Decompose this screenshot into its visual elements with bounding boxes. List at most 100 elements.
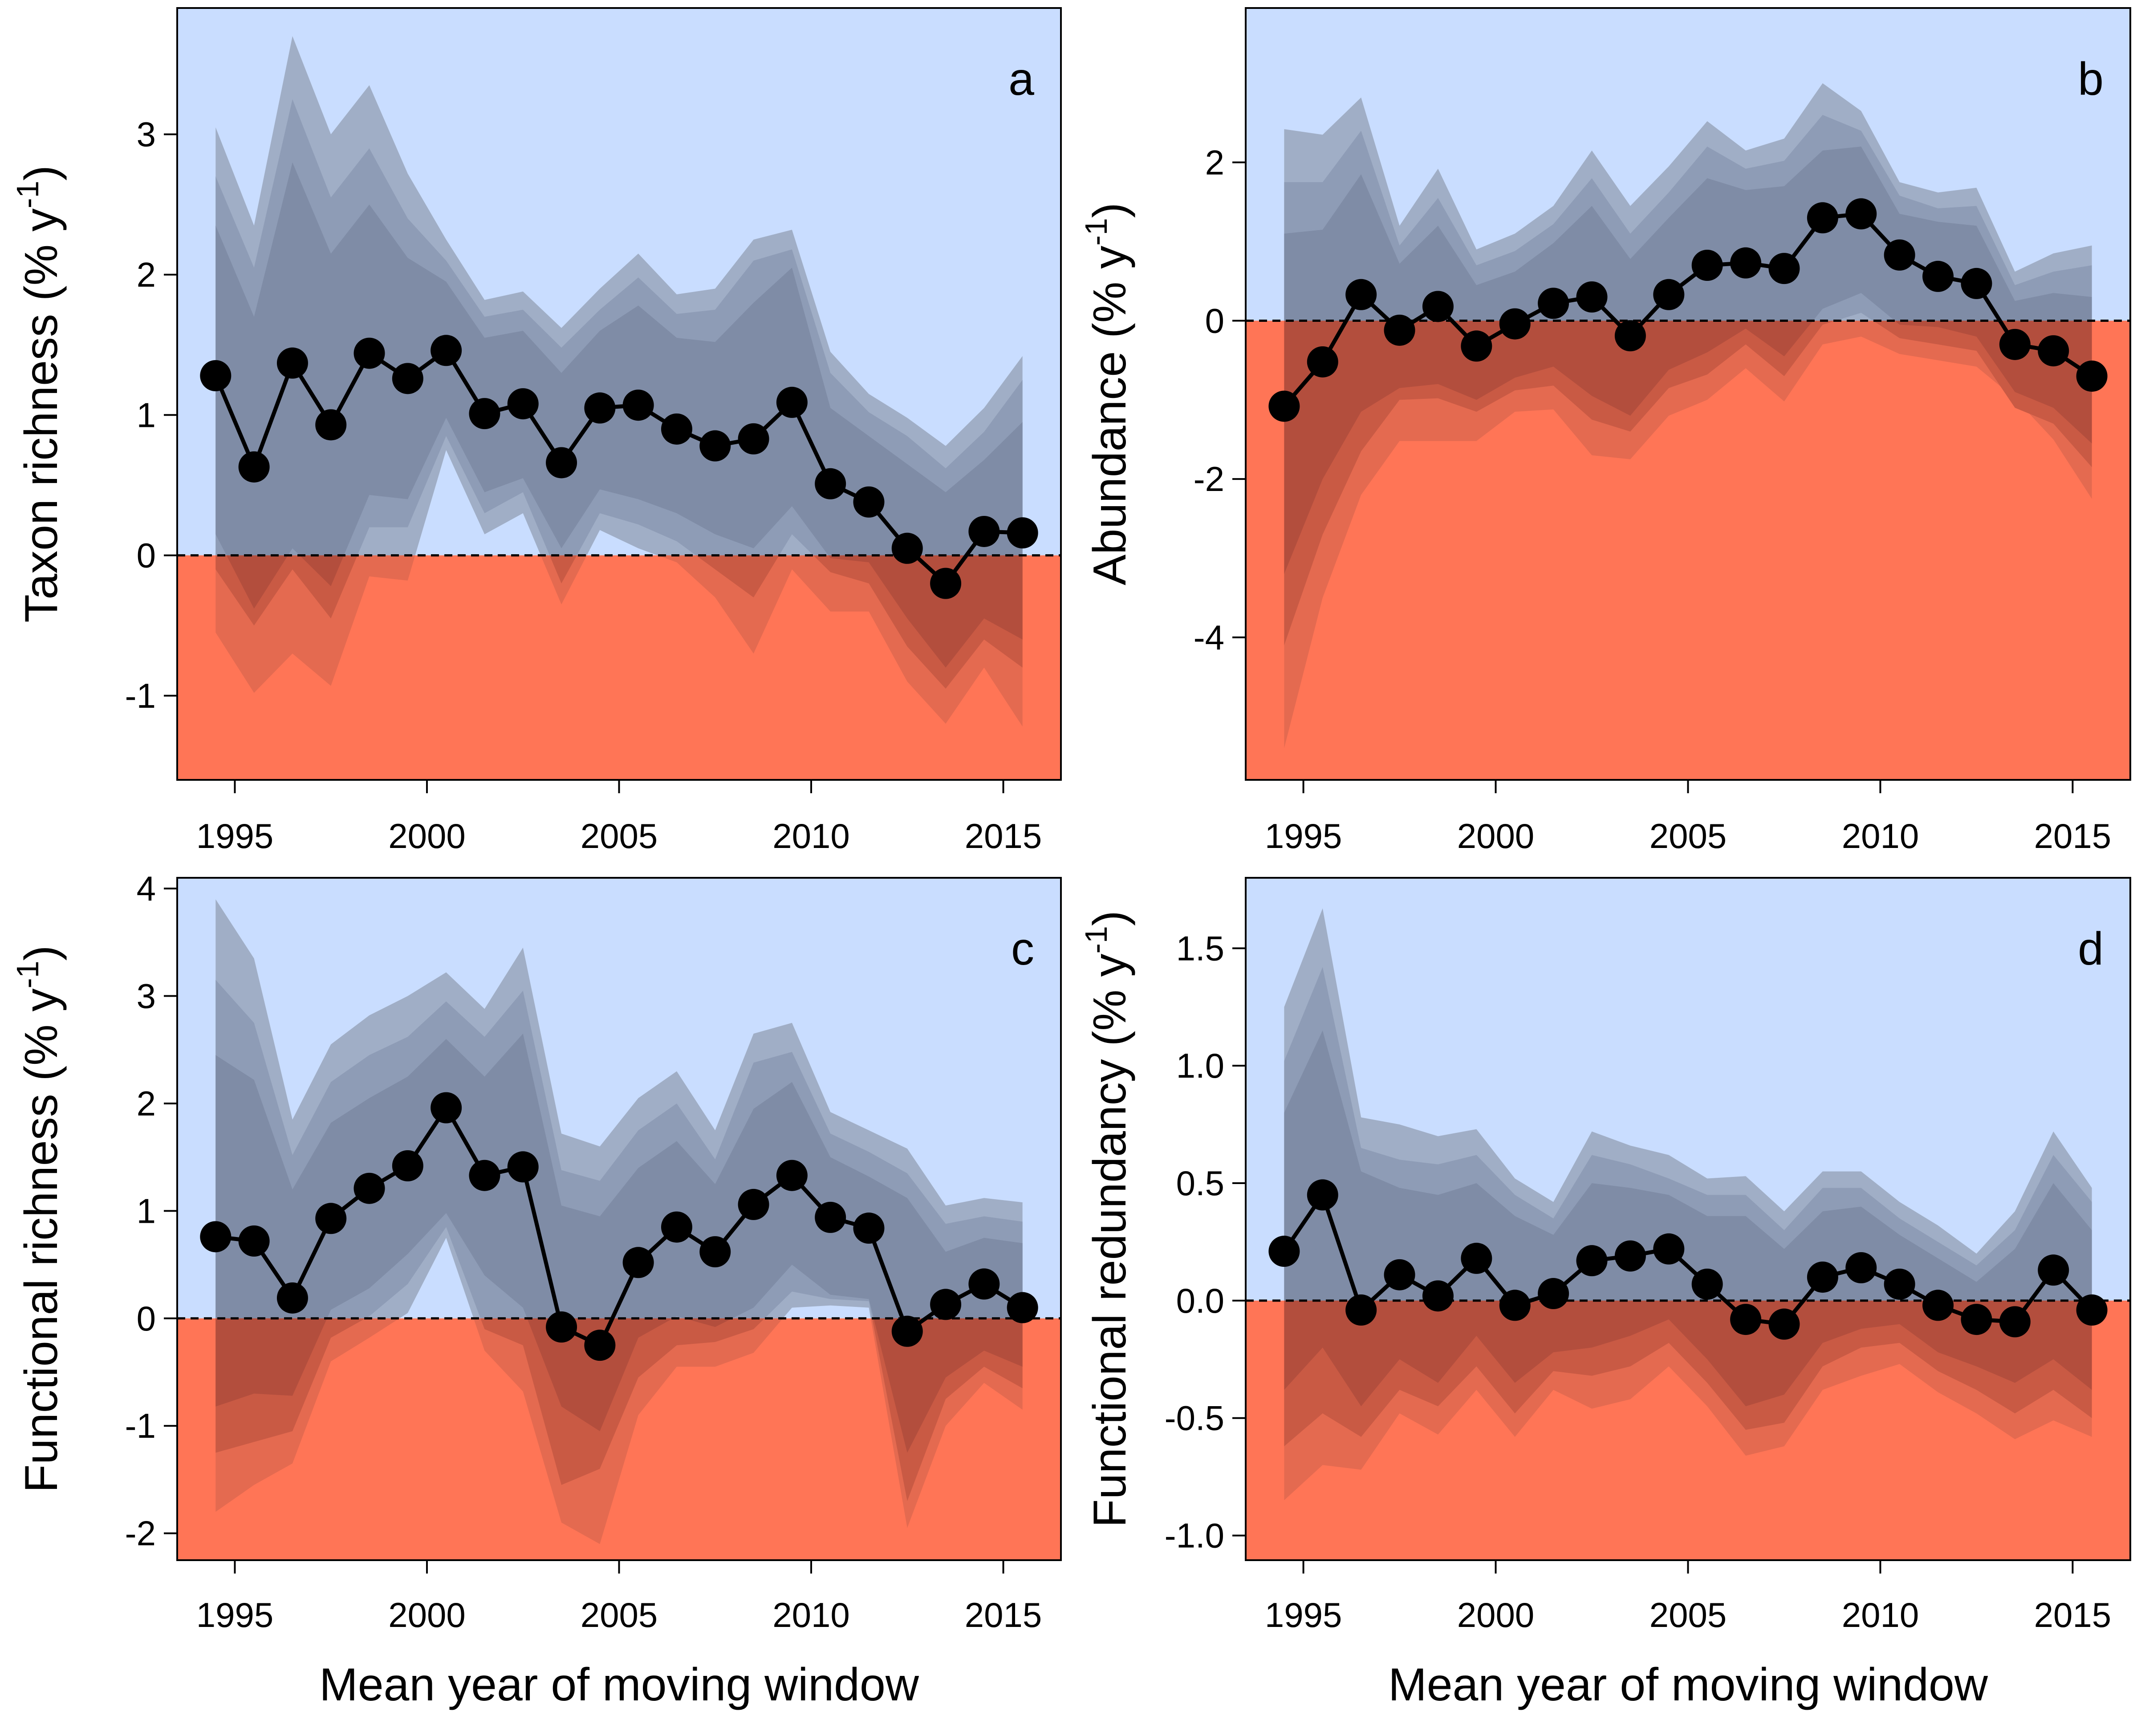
data-point (238, 1225, 270, 1257)
confidence-band-inner-negative (226, 555, 1023, 668)
x-tick-label: 1995 (1265, 816, 1342, 856)
data-point (891, 1315, 923, 1347)
data-point (1730, 1304, 1762, 1335)
y-tick-label: 0.5 (1176, 1164, 1224, 1203)
data-point (1807, 202, 1838, 234)
y-axis-title: Functional redundancy (% y-1) (1079, 910, 1136, 1527)
data-point (1614, 320, 1646, 352)
data-point (200, 360, 232, 392)
data-point (1845, 1252, 1877, 1283)
data-point (507, 1151, 539, 1183)
y-axis-title-main: Functional redundancy (% y (1084, 953, 1136, 1527)
data-point (1691, 1268, 1723, 1300)
confidence-band-inner-positive (1284, 146, 2092, 321)
plot-area (177, 878, 1061, 1560)
data-point (392, 1150, 423, 1181)
data-point (1499, 308, 1531, 340)
x-tick-label: 2005 (581, 1595, 658, 1635)
data-point (1922, 260, 1954, 292)
data-point (1961, 1304, 1992, 1335)
confidence-band-inner-positive (1284, 1030, 2092, 1301)
data-point (1345, 1294, 1377, 1326)
data-point (661, 1211, 692, 1243)
y-tick-label: 0.0 (1176, 1281, 1224, 1320)
confidence-band-middle-negative (1284, 320, 2092, 645)
x-tick-label: 2005 (581, 816, 658, 856)
data-point (930, 1289, 962, 1320)
confidence-band-inner-negative (1284, 1300, 2092, 1407)
data-point (1691, 250, 1723, 281)
y-tick-label: 0 (137, 536, 156, 575)
data-point (584, 392, 616, 424)
y-axis-title-main: Taxon richness (% y (16, 208, 67, 623)
confidence-band-outer-negative (1284, 320, 2092, 748)
data-point (930, 568, 962, 599)
y-tick-label: -2 (125, 1514, 156, 1553)
data-point (891, 532, 923, 564)
data-point (1884, 1268, 1915, 1300)
x-tick-label: 2010 (1842, 816, 1919, 856)
x-tick-label: 2005 (1649, 816, 1727, 856)
data-point (469, 398, 500, 430)
y-axis-title-superscript: -1 (10, 181, 45, 208)
data-point (2076, 1294, 2108, 1326)
panel-a: -1 0 1 2 3 1995 2000 2005 2010 2015 a Taxon richnes… (10, 7, 1062, 856)
data-point (1999, 1306, 2031, 1338)
y-axis-title-close: ) (1084, 910, 1136, 926)
panel-c: -2 -1 0 1 2 3 4 1995 2000 2005 2010 2015 c Functional… (10, 869, 1062, 1711)
data-point (1345, 279, 1377, 310)
data-point (1538, 288, 1569, 319)
data-point (431, 1092, 462, 1124)
y-tick-label: 1 (137, 395, 156, 434)
data-point (315, 1203, 347, 1234)
x-tick-label: 2015 (965, 1595, 1042, 1635)
data-point (1538, 1278, 1569, 1310)
data-point (276, 347, 308, 379)
y-tick-label: 3 (137, 977, 156, 1016)
confidence-band-outer-negative (215, 1318, 1023, 1544)
data-point (1384, 314, 1415, 346)
plot-area (1246, 8, 2130, 780)
data-point (1007, 1292, 1038, 1323)
data-point (738, 1188, 769, 1220)
data-point (1499, 1290, 1531, 1321)
data-point (315, 409, 347, 441)
data-point (699, 1236, 731, 1268)
confidence-band-inner-negative (215, 1318, 1023, 1453)
data-point (1576, 1245, 1608, 1277)
x-tick-label: 2000 (388, 816, 466, 856)
data-point (392, 363, 423, 394)
data-point (622, 1247, 654, 1278)
x-tick-label: 2015 (965, 816, 1042, 856)
x-tick-label: 2000 (1457, 816, 1535, 856)
data-point (276, 1282, 308, 1314)
y-axis-title-superscript: -1 (1079, 926, 1113, 953)
y-tick-label: -4 (1194, 618, 1224, 657)
y-tick-label: 0 (1205, 301, 1224, 340)
data-point (1461, 1242, 1492, 1274)
data-point (1653, 279, 1685, 310)
data-point (1268, 390, 1300, 422)
data-point (2038, 335, 2069, 367)
data-point (968, 515, 1000, 547)
y-tick-label: -1 (125, 676, 156, 715)
data-point (431, 335, 462, 366)
y-tick-label: 2 (137, 1084, 156, 1123)
y-axis-title-main: Abundance (% y (1084, 246, 1136, 585)
y-tick-label: -0.5 (1165, 1399, 1224, 1438)
data-point (1884, 239, 1915, 271)
panel-label: b (2078, 53, 2104, 105)
data-point (661, 413, 692, 445)
data-point (1422, 1280, 1454, 1312)
x-tick-label: 1995 (196, 1595, 274, 1635)
confidence-band-middle-negative (215, 1318, 1023, 1501)
data-point (622, 389, 654, 421)
data-point (699, 430, 731, 462)
y-tick-label: 1.5 (1176, 929, 1224, 968)
y-tick-label: 2 (1205, 143, 1224, 182)
data-point (546, 447, 577, 479)
plot-area (177, 8, 1061, 780)
x-tick-label: 2000 (388, 1595, 466, 1635)
data-point (546, 1311, 577, 1343)
y-axis-title: Functional richness (% y-1) (10, 945, 67, 1493)
